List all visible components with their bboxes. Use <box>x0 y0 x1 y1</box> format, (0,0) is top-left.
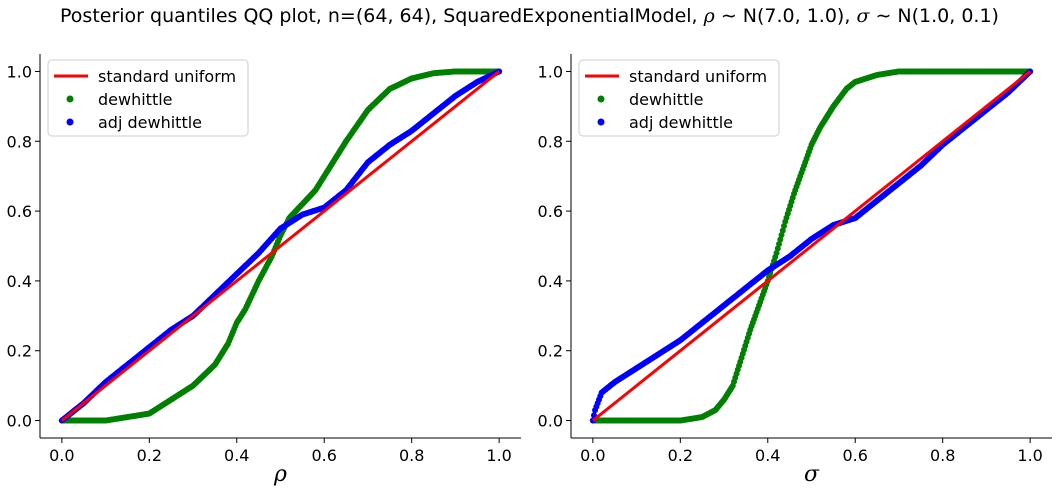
qq-panel-1: 0.0 0.2 0.4 0.6 0.8 1.0 0.0 0.2 0.4 0.6 0.8 1.0 ρ sta… <box>7 54 521 487</box>
legend: standard uniform dewhittle adj dewhittle <box>578 59 780 137</box>
figure-title: Posterior quantiles QQ plot, n=(64, 64),… <box>0 5 1059 27</box>
y-tick-label: 0.6 <box>7 202 32 221</box>
x-axis-label: σ <box>804 462 820 487</box>
y-tick-label: 0.0 <box>538 412 563 431</box>
x-tick-label: 0.6 <box>312 446 337 465</box>
legend-label: dewhittle <box>98 90 173 109</box>
y-tick-label: 0.2 <box>7 342 32 361</box>
qq-panel-2: 0.0 0.2 0.4 0.6 0.8 1.0 0.0 0.2 0.4 0.6 0.8 1.0 σ sta… <box>538 54 1052 487</box>
legend-point-swatch <box>66 118 74 126</box>
legend-point-swatch <box>66 95 74 103</box>
x-tick-label: 0.0 <box>49 446 74 465</box>
x-tick-label: 0.2 <box>668 446 693 465</box>
legend-point-swatch <box>597 95 605 103</box>
x-tick-label: 1.0 <box>1017 446 1042 465</box>
x-axis-label: ρ <box>273 462 287 487</box>
y-tick-label: 0.6 <box>538 202 563 221</box>
y-tick-label: 0.4 <box>538 272 563 291</box>
y-tick-label: 0.4 <box>7 272 32 291</box>
x-tick-label: 1.0 <box>486 446 511 465</box>
title-rho-symbol: ρ <box>703 5 715 27</box>
series-standard-uniform <box>591 70 1032 422</box>
y-tick-label: 1.0 <box>7 62 32 81</box>
legend-point-swatch <box>597 118 605 126</box>
title-sigma-prior: ∼ N(1.0, 0.1) <box>869 5 999 27</box>
x-tick-label: 0.8 <box>399 446 424 465</box>
y-tick-label: 1.0 <box>538 62 563 81</box>
series-dewhittle <box>589 68 1034 424</box>
legend-box <box>578 59 780 137</box>
legend-label: standard uniform <box>98 67 236 86</box>
x-tick-label: 0.2 <box>137 446 162 465</box>
x-tick-label: 0.0 <box>580 446 605 465</box>
y-tick-label: 0.2 <box>538 342 563 361</box>
x-tick-label: 0.4 <box>224 446 249 465</box>
legend-label: standard uniform <box>629 67 767 86</box>
y-tick-label: 0.0 <box>7 412 32 431</box>
legend: standard uniform dewhittle adj dewhittle <box>47 59 249 137</box>
legend-label: dewhittle <box>629 90 704 109</box>
legend-label: adj dewhittle <box>629 113 733 132</box>
legend-label: adj dewhittle <box>98 113 202 132</box>
y-tick-label: 0.8 <box>538 132 563 151</box>
legend-box <box>47 59 249 137</box>
title-sigma-symbol: σ <box>856 5 870 27</box>
series-standard-uniform <box>60 70 501 422</box>
title-rho-prior: ∼ N(7.0, 1.0), <box>714 5 857 27</box>
x-tick-label: 0.4 <box>755 446 780 465</box>
y-tick-label: 0.8 <box>7 132 32 151</box>
x-tick-label: 0.8 <box>930 446 955 465</box>
x-tick-label: 0.6 <box>843 446 868 465</box>
title-prefix: Posterior quantiles QQ plot, n=(64, 64),… <box>60 5 704 27</box>
